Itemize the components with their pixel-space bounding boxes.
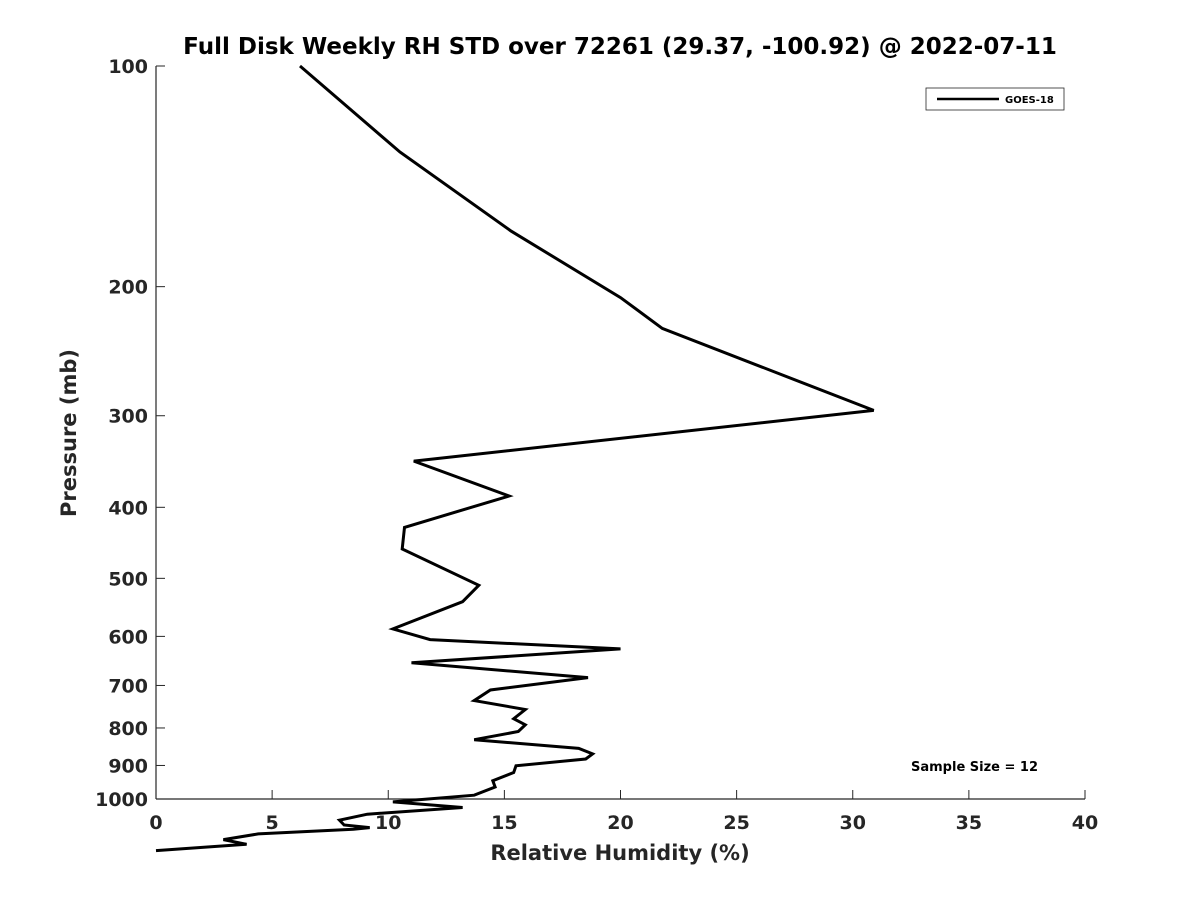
chart-title: Full Disk Weekly RH STD over 72261 (29.3…	[183, 34, 1057, 60]
y-tick-label: 1000	[95, 789, 148, 811]
x-tick-label: 0	[149, 812, 162, 834]
legend-label: GOES-18	[1005, 95, 1054, 106]
plot-area	[155, 66, 1085, 800]
x-tick-label: 15	[491, 812, 517, 834]
y-tick-label: 100	[108, 56, 148, 78]
y-tick-label: 200	[108, 277, 148, 299]
y-tick-label: 700	[108, 675, 148, 697]
sample-size-annotation: Sample Size = 12	[911, 760, 1038, 775]
x-axis-title: Relative Humidity (%)	[490, 841, 749, 865]
x-tick-label: 20	[607, 812, 633, 834]
y-tick-label: 900	[108, 755, 148, 777]
x-tick-label: 10	[375, 812, 401, 834]
y-axis-title: Pressure (mb)	[57, 349, 81, 517]
y-tick-label: 500	[108, 568, 148, 590]
y-tick-label: 400	[108, 497, 148, 519]
x-tick-label: 40	[1072, 812, 1098, 834]
y-tick-label: 800	[108, 718, 148, 740]
legend: GOES-18	[925, 87, 1065, 111]
y-tick-label: 300	[108, 406, 148, 428]
x-tick-label: 25	[723, 812, 749, 834]
x-tick-label: 5	[266, 812, 279, 834]
series-group	[155, 64, 875, 853]
x-tick-label: 30	[840, 812, 866, 834]
x-tick-label: 35	[956, 812, 982, 834]
y-ticks: 100 200 300 400 500 600 700 800 900 1000	[95, 56, 165, 811]
x-ticks: 0 5 10 15 20 25 30 35 40	[149, 790, 1098, 834]
series-line-goes-18	[155, 64, 875, 853]
y-tick-label: 600	[108, 626, 148, 648]
